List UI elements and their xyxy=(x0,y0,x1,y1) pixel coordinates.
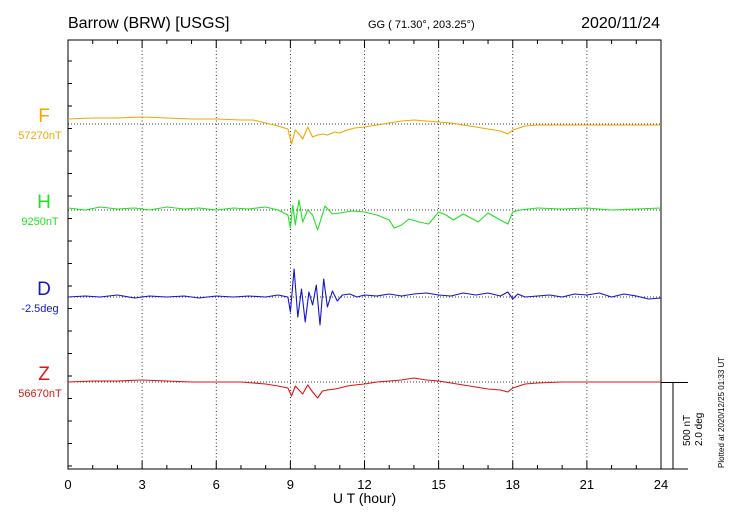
x-tick-label-6: 6 xyxy=(213,477,220,492)
component-label-F: F xyxy=(38,106,50,127)
chart-date: 2020/11/24 xyxy=(581,15,660,32)
baseline-value-F: 57270nT xyxy=(18,130,62,142)
frame-tick-marks xyxy=(67,40,662,469)
trace-F xyxy=(67,116,661,145)
trace-layer: F 57270nT H 9250nT D -2.5deg Z 56670nT xyxy=(18,106,662,400)
x-tick-label-9: 9 xyxy=(287,477,294,492)
x-tick-label-15: 15 xyxy=(431,477,445,492)
trace-D xyxy=(67,268,662,326)
trace-Z xyxy=(67,377,661,399)
x-tick-label-0: 0 xyxy=(64,477,71,492)
baseline-value-H: 9250nT xyxy=(21,216,59,228)
vertical-gridlines xyxy=(141,40,588,469)
trace-H xyxy=(67,199,662,231)
x-tick-label-3: 3 xyxy=(139,477,146,492)
x-axis: 0 3 6 9 12 15 18 21 24 xyxy=(64,477,668,492)
component-label-H: H xyxy=(37,192,51,213)
component-label-Z: Z xyxy=(38,364,50,385)
baseline-value-Z: 56670nT xyxy=(18,388,62,400)
x-tick-label-21: 21 xyxy=(580,477,594,492)
scale-label-nt: 500 nT xyxy=(682,415,693,446)
component-label-D: D xyxy=(37,279,51,300)
plotted-timestamp: Plotted at 2020/12/25 01:33 UT xyxy=(717,357,726,468)
x-tick-label-18: 18 xyxy=(506,477,520,492)
baseline-value-D: -2.5deg xyxy=(21,303,58,315)
x-tick-label-24: 24 xyxy=(654,477,668,492)
scale-label-deg: 2.0 deg xyxy=(694,413,705,446)
chart-title: Barrow (BRW) [USGS] xyxy=(68,15,230,32)
station-coordinates: GG ( 71.30°, 203.25°) xyxy=(368,19,475,31)
x-axis-label: U T (hour) xyxy=(333,490,396,506)
x-tick-label-12: 12 xyxy=(357,477,371,492)
